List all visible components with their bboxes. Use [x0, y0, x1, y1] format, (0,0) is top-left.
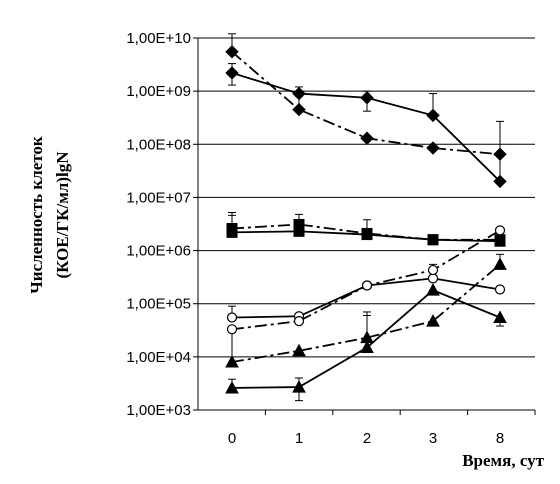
marker-s6-p4	[493, 310, 507, 324]
marker-s0-p0	[225, 66, 239, 80]
y-tick-label-3: 1,00E+06	[126, 243, 191, 260]
marker-s6-p1	[292, 380, 306, 393]
marker-s3-p0	[226, 223, 238, 235]
x-tick-labels: 0 1 2 3 8	[228, 430, 504, 447]
y-tick-label-4: 1,00E+07	[126, 189, 191, 206]
marker-s3-p4	[494, 234, 506, 246]
marker-s3-p1	[293, 218, 305, 230]
y-tick-label-2: 1,00E+05	[126, 296, 191, 313]
marker-s6-p3	[426, 283, 440, 296]
x-axis-title: Время, сут	[462, 451, 544, 470]
marker-s4-p0	[226, 312, 238, 323]
x-tick-label-2: 2	[363, 430, 371, 447]
series-markers	[225, 45, 507, 394]
marker-s5-p4	[494, 225, 506, 236]
marker-s5-p0	[226, 324, 238, 335]
x-tick-label-3: 3	[429, 430, 437, 447]
marker-s5-p3	[427, 264, 439, 276]
marker-s7-p2	[360, 330, 374, 344]
axes	[193, 37, 536, 415]
series-line-5	[231, 229, 501, 331]
y-tick-labels: 1,00E+03 1,00E+04 1,00E+05 1,00E+06 1,00E+07…	[126, 30, 191, 419]
x-tick-label-4: 8	[496, 430, 504, 447]
marker-s1-p2	[360, 131, 374, 145]
marker-s7-p0	[225, 354, 239, 368]
marker-s4-p3	[427, 273, 439, 284]
marker-s1-p3	[426, 141, 440, 155]
marker-s0-p1	[292, 86, 306, 101]
marker-s6-p0	[225, 380, 239, 394]
y-axis-title-line1: Численность клеток	[27, 136, 46, 294]
marker-s0-p2	[360, 91, 374, 105]
marker-s5-p2	[361, 280, 373, 291]
y-tick-label-7: 1,00E+10	[126, 30, 191, 47]
marker-s0-p4	[493, 174, 507, 189]
marker-s1-p0	[225, 45, 239, 59]
marker-s3-p3	[427, 234, 439, 246]
marker-s7-p1	[292, 343, 306, 357]
series-line-3	[231, 223, 500, 241]
x-tick-label-0: 0	[228, 430, 236, 447]
y-tick-label-6: 1,00E+09	[126, 83, 191, 100]
marker-s0-p3	[426, 108, 440, 123]
y-tick-label-1: 1,00E+04	[126, 349, 191, 366]
marker-s6-p2	[360, 340, 374, 353]
series-line-0	[231, 72, 501, 183]
marker-s4-p4	[494, 284, 506, 295]
marker-s5-p1	[293, 316, 305, 327]
marker-s7-p4	[493, 257, 507, 270]
marker-s1-p4	[493, 147, 507, 161]
marker-s3-p2	[361, 227, 373, 239]
marker-s7-p3	[426, 314, 440, 327]
y-tick-label-5: 1,00E+08	[126, 136, 191, 153]
series-line-7	[231, 263, 501, 363]
y-axis-title-line2: (КОЕ/ГК/мл)lgN	[53, 151, 72, 279]
marker-s1-p1	[292, 102, 306, 117]
x-tick-label-1: 1	[295, 430, 303, 447]
y-tick-label-0: 1,00E+03	[126, 402, 191, 419]
